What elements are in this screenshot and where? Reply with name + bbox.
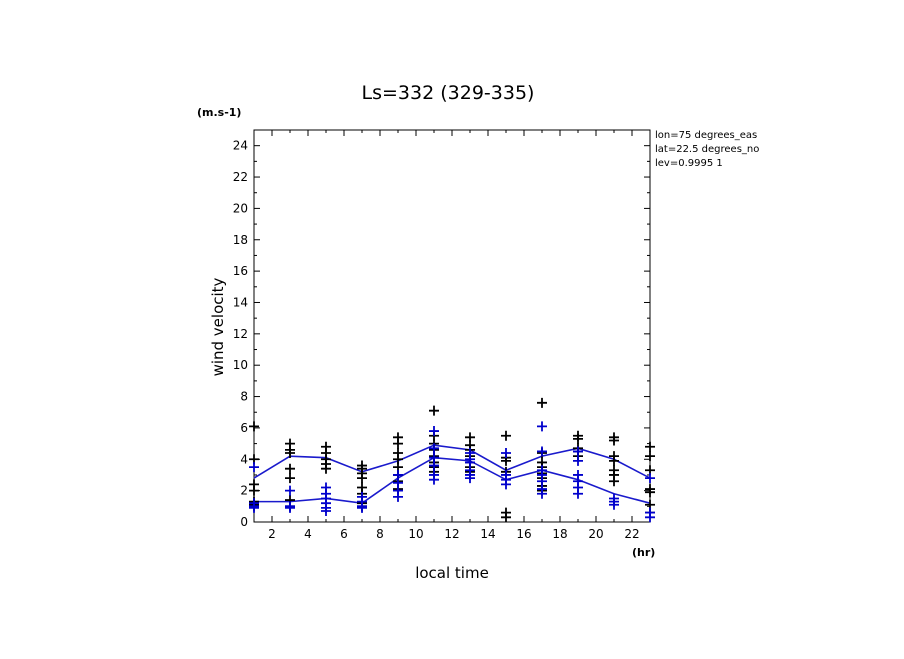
x-tick-label: 6 <box>340 527 348 541</box>
black-plus-marker <box>501 512 511 523</box>
x-tick-label: 8 <box>376 527 384 541</box>
x-tick-label: 22 <box>624 527 639 541</box>
black-plus-marker <box>249 485 259 496</box>
y-tick-label: 24 <box>233 139 248 153</box>
y-tick-label: 10 <box>233 358 248 372</box>
blue-plus-marker <box>537 446 547 457</box>
y-tick-label: 12 <box>233 327 248 341</box>
y-unit-label: (m.s-1) <box>197 106 241 119</box>
annotation-lev: lev=0.9995 1 <box>655 158 723 169</box>
blue-plus-marker <box>573 455 583 466</box>
series-line-1 <box>253 444 651 479</box>
x-tick-label: 14 <box>480 527 495 541</box>
blue-plus-marker <box>429 460 439 471</box>
y-tick-label: 16 <box>233 264 248 278</box>
black-plus-marker <box>537 397 547 408</box>
y-tick-label: 2 <box>240 484 248 498</box>
y-tick-label: 20 <box>233 201 248 215</box>
y-tick-label: 0 <box>240 515 248 529</box>
blue-plus-marker <box>429 426 439 437</box>
x-tick-label: 12 <box>444 527 459 541</box>
blue-plus-marker <box>609 499 619 510</box>
blue-plus-marker <box>429 443 439 454</box>
blue-plus-marker <box>285 502 295 513</box>
y-tick-label: 18 <box>233 233 248 247</box>
x-axis-label: local time <box>415 564 489 582</box>
blue-plus-marker <box>249 502 259 513</box>
black-plus-marker <box>645 451 655 462</box>
x-tick-label: 4 <box>304 527 312 541</box>
x-tick-label: 20 <box>588 527 603 541</box>
blue-plus-marker <box>645 512 655 523</box>
x-tick-label: 18 <box>552 527 567 541</box>
blue-plus-marker <box>573 488 583 499</box>
blue-plus-marker <box>501 448 511 459</box>
series-lines <box>253 444 651 505</box>
y-tick-label: 22 <box>233 170 248 184</box>
black-plus-marker <box>573 433 583 444</box>
black-plus-marker <box>429 405 439 416</box>
chart-title: Ls=332 (329-335) <box>362 82 535 104</box>
y-axis-label: wind velocity <box>209 277 227 376</box>
black-plus-marker <box>393 438 403 449</box>
blue-plus-marker <box>573 446 583 457</box>
x-tick-label: 2 <box>268 527 276 541</box>
black-plus-marker <box>645 487 655 498</box>
black-plus-marker <box>609 435 619 446</box>
black-plus-marker <box>285 448 295 459</box>
plot-frame <box>253 129 651 523</box>
blue-plus-marker <box>393 491 403 502</box>
black-plus-marker <box>285 473 295 484</box>
x-unit-label: (hr) <box>632 546 655 559</box>
data-points <box>249 397 655 523</box>
black-plus-marker <box>321 463 331 474</box>
blue-plus-marker <box>429 474 439 485</box>
x-tick-label: 10 <box>408 527 423 541</box>
blue-plus-marker <box>249 462 259 473</box>
blue-plus-marker <box>357 502 367 513</box>
black-plus-marker <box>609 476 619 487</box>
series-line-2 <box>254 456 651 505</box>
black-plus-marker <box>609 455 619 466</box>
annotation-lat: lat=22.5 degrees_no <box>655 144 759 155</box>
y-tick-label: 6 <box>240 421 248 435</box>
black-plus-marker <box>357 473 367 484</box>
y-tick-label: 4 <box>240 452 248 466</box>
black-plus-marker <box>501 430 511 441</box>
y-tick-label: 14 <box>233 295 248 309</box>
x-tick-label: 16 <box>516 527 531 541</box>
y-tick-label: 8 <box>240 390 248 404</box>
blue-plus-marker <box>645 473 655 484</box>
blue-plus-marker <box>537 488 547 499</box>
blue-plus-marker <box>285 485 295 496</box>
black-plus-marker <box>249 421 259 432</box>
blue-plus-marker <box>321 506 331 517</box>
blue-plus-marker <box>537 421 547 432</box>
blue-plus-marker <box>465 473 475 484</box>
black-plus-marker <box>645 441 655 452</box>
black-plus-marker <box>285 463 295 474</box>
annotation-lon: lon=75 degrees_eas <box>655 130 757 141</box>
blue-plus-marker <box>501 479 511 490</box>
